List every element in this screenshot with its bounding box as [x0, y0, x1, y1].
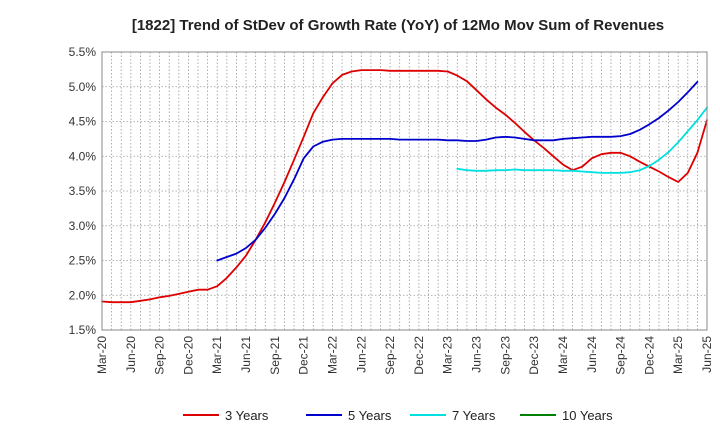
series-lines	[101, 69, 708, 304]
x-tick-label: Mar-21	[210, 336, 224, 374]
x-tick-label: Sep-20	[153, 336, 167, 375]
plot-area-border	[101, 51, 708, 331]
y-tick-label: 3.5%	[69, 184, 97, 198]
x-tick-label: Jun-25	[700, 336, 714, 373]
x-tick-label: Mar-23	[441, 336, 455, 374]
x-tick-label: Dec-21	[297, 336, 311, 375]
y-axis-tick-labels: 1.5% 2.0% 2.5% 3.0% 3.5% 4.0% 4.5% 5.0% 5.5%	[69, 45, 97, 337]
x-tick-label: Jun-24	[585, 336, 599, 373]
series-line-7-years	[456, 106, 708, 174]
x-tick-label: Mar-25	[671, 336, 685, 374]
legend-label: 7 Years	[452, 408, 496, 423]
grid-lines	[101, 51, 708, 331]
y-tick-label: 5.5%	[69, 45, 97, 59]
y-tick-label: 1.5%	[69, 323, 97, 337]
x-tick-label: Sep-21	[268, 336, 282, 375]
legend: 3 Years 5 Years 7 Years 10 Years	[183, 408, 613, 423]
x-tick-label: Jun-20	[124, 336, 138, 373]
legend-label: 3 Years	[225, 408, 269, 423]
chart-title: [1822] Trend of StDev of Growth Rate (Yo…	[132, 17, 664, 34]
x-tick-label: Dec-20	[181, 336, 195, 375]
series-line-5-years	[216, 81, 699, 262]
x-axis-tick-labels: Mar-20 Jun-20 Sep-20 Dec-20 Mar-21 Jun-21 Sep-…	[95, 336, 714, 375]
x-tick-label: Mar-20	[95, 336, 109, 374]
x-tick-label: Jun-22	[354, 336, 368, 373]
x-tick-label: Mar-22	[325, 336, 339, 374]
x-tick-label: Mar-24	[556, 336, 570, 374]
y-tick-label: 4.0%	[69, 149, 97, 163]
x-tick-label: Jun-23	[470, 336, 484, 373]
y-tick-label: 2.5%	[69, 254, 97, 268]
x-tick-label: Sep-22	[383, 336, 397, 375]
x-tick-label: Sep-24	[614, 336, 628, 375]
legend-label: 5 Years	[348, 408, 392, 423]
y-tick-label: 3.0%	[69, 219, 97, 233]
series-line-3-years	[101, 69, 708, 304]
x-tick-label: Dec-24	[642, 336, 656, 375]
x-tick-label: Sep-23	[498, 336, 512, 375]
legend-label: 10 Years	[562, 408, 613, 423]
y-tick-label: 2.0%	[69, 288, 97, 302]
y-tick-label: 4.5%	[69, 115, 97, 129]
y-tick-label: 5.0%	[69, 80, 97, 94]
x-tick-label: Dec-23	[527, 336, 541, 375]
x-tick-label: Dec-22	[412, 336, 426, 375]
x-tick-label: Jun-21	[239, 336, 253, 373]
